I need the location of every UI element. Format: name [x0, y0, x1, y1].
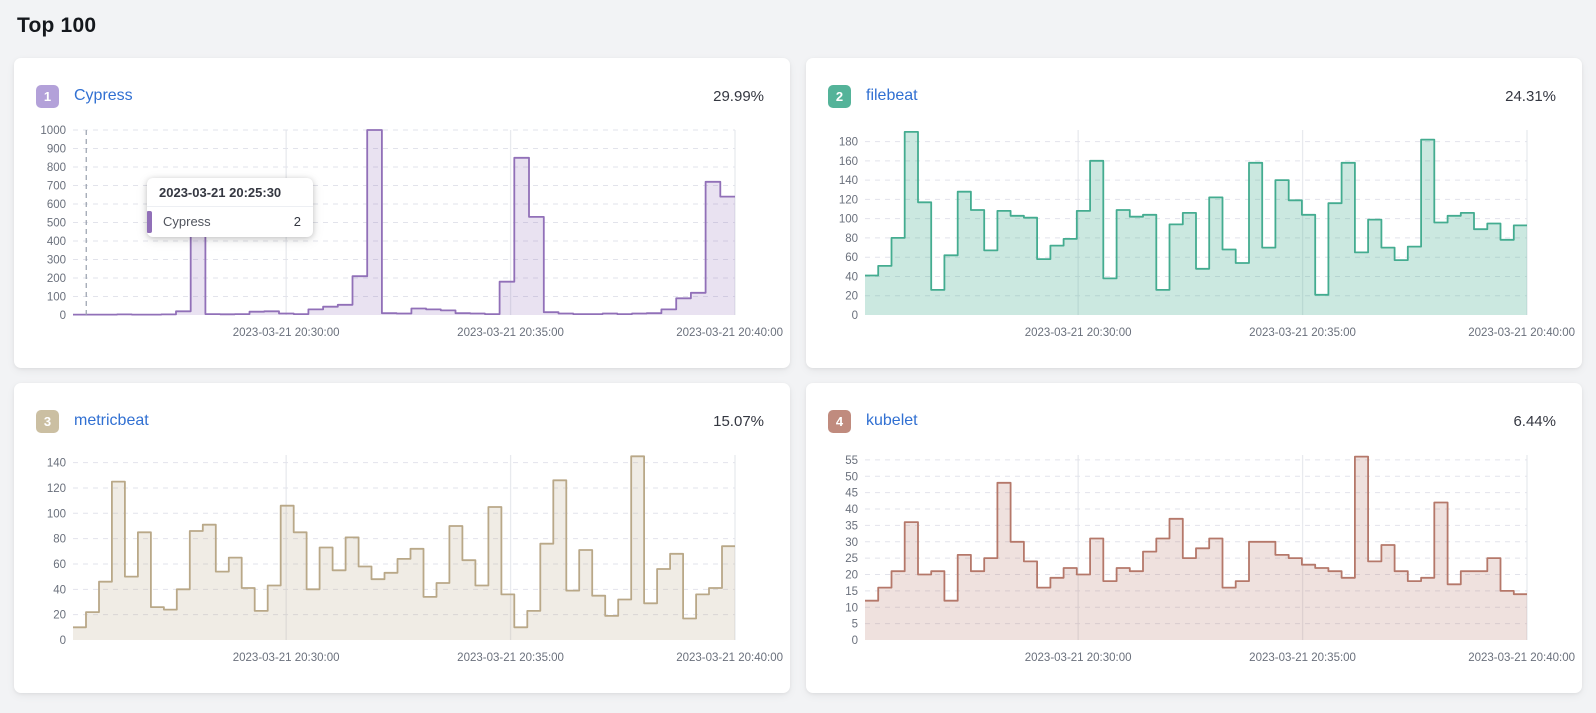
chart-card-metricbeat: 3 metricbeat 15.07% 2023-03-21 20:30:00 2… [14, 383, 790, 693]
chart-area-cypress[interactable]: 2023-03-21 20:30:00 2023-03-21 20:35:00 20… [14, 120, 790, 346]
svg-text:100: 100 [47, 292, 66, 304]
svg-text:45: 45 [845, 488, 858, 500]
chart-tooltip: 2023-03-21 20:25:30 Cypress 2 [147, 178, 313, 237]
svg-text:80: 80 [53, 534, 66, 546]
svg-text:180: 180 [839, 137, 858, 149]
svg-text:60: 60 [53, 559, 66, 571]
series-link-cypress[interactable]: Cypress [74, 87, 133, 104]
svg-text:140: 140 [47, 458, 66, 470]
tooltip-series-name: Cypress [163, 214, 211, 229]
svg-text:15: 15 [845, 586, 858, 598]
percent-value: 6.44% [1513, 412, 1556, 430]
svg-text:0: 0 [60, 635, 66, 647]
svg-text:50: 50 [845, 471, 858, 483]
svg-text:160: 160 [839, 156, 858, 168]
tooltip-series-value: 2 [293, 214, 301, 229]
step-area-chart-metricbeat[interactable]: 2023-03-21 20:30:00 2023-03-21 20:35:00 20… [14, 445, 790, 671]
rank-badge: 4 [828, 409, 851, 433]
svg-text:200: 200 [47, 273, 66, 285]
card-header: 1 Cypress 29.99% [14, 84, 790, 108]
step-area-chart-kubelet[interactable]: 2023-03-21 20:30:00 2023-03-21 20:35:00 20… [806, 445, 1582, 671]
percent-value: 24.31% [1505, 87, 1556, 105]
svg-text:80: 80 [845, 233, 858, 245]
percent-value: 15.07% [713, 412, 764, 430]
svg-text:140: 140 [839, 175, 858, 187]
series-color-swatch [147, 211, 152, 233]
percent-value: 29.99% [713, 87, 764, 105]
svg-text:1000: 1000 [40, 125, 66, 137]
svg-text:40: 40 [845, 271, 858, 283]
card-header: 3 metricbeat 15.07% [14, 409, 790, 433]
rank-badge: 2 [828, 84, 851, 108]
svg-text:20: 20 [53, 610, 66, 622]
chart-card-kubelet: 4 kubelet 6.44% 2023-03-21 20:30:00 2023-… [806, 383, 1582, 693]
svg-text:100: 100 [839, 214, 858, 226]
svg-text:120: 120 [47, 483, 66, 495]
chart-grid: 1 Cypress 29.99% 2023-03-21 20:30:00 2023… [14, 58, 1582, 693]
svg-text:40: 40 [53, 584, 66, 596]
svg-text:300: 300 [47, 255, 66, 267]
svg-text:100: 100 [47, 508, 66, 520]
svg-text:0: 0 [852, 310, 858, 322]
tooltip-timestamp: 2023-03-21 20:25:30 [147, 178, 313, 207]
svg-text:700: 700 [47, 181, 66, 193]
rank-badge: 3 [36, 409, 59, 433]
svg-text:0: 0 [60, 310, 66, 322]
svg-text:2023-03-21 20:35:00: 2023-03-21 20:35:00 [1249, 652, 1356, 664]
series-link-kubelet[interactable]: kubelet [866, 412, 918, 429]
svg-text:10: 10 [845, 602, 858, 614]
svg-text:2023-03-21 20:40:00: 2023-03-21 20:40:00 [676, 327, 783, 339]
svg-text:35: 35 [845, 520, 858, 532]
rank-badge: 1 [36, 84, 59, 108]
svg-text:2023-03-21 20:35:00: 2023-03-21 20:35:00 [1249, 327, 1356, 339]
svg-text:25: 25 [845, 553, 858, 565]
svg-text:30: 30 [845, 537, 858, 549]
svg-text:2023-03-21 20:35:00: 2023-03-21 20:35:00 [457, 652, 564, 664]
card-header: 2 filebeat 24.31% [806, 84, 1582, 108]
svg-text:900: 900 [47, 144, 66, 156]
svg-text:2023-03-21 20:30:00: 2023-03-21 20:30:00 [233, 652, 340, 664]
tooltip-series-row: Cypress 2 [147, 207, 313, 237]
svg-text:400: 400 [47, 236, 66, 248]
svg-text:55: 55 [845, 455, 858, 467]
svg-text:800: 800 [47, 162, 66, 174]
svg-text:2023-03-21 20:40:00: 2023-03-21 20:40:00 [1468, 652, 1575, 664]
chart-area-metricbeat[interactable]: 2023-03-21 20:30:00 2023-03-21 20:35:00 20… [14, 445, 790, 671]
svg-text:0: 0 [852, 635, 858, 647]
svg-text:2023-03-21 20:40:00: 2023-03-21 20:40:00 [1468, 327, 1575, 339]
chart-area-filebeat[interactable]: 2023-03-21 20:30:00 2023-03-21 20:35:00 20… [806, 120, 1582, 346]
svg-text:2023-03-21 20:35:00: 2023-03-21 20:35:00 [457, 327, 564, 339]
svg-text:2023-03-21 20:30:00: 2023-03-21 20:30:00 [233, 327, 340, 339]
chart-card-cypress: 1 Cypress 29.99% 2023-03-21 20:30:00 2023… [14, 58, 790, 368]
step-area-chart-filebeat[interactable]: 2023-03-21 20:30:00 2023-03-21 20:35:00 20… [806, 120, 1582, 346]
chart-card-filebeat: 2 filebeat 24.31% 2023-03-21 20:30:00 202… [806, 58, 1582, 368]
chart-area-kubelet[interactable]: 2023-03-21 20:30:00 2023-03-21 20:35:00 20… [806, 445, 1582, 671]
card-header: 4 kubelet 6.44% [806, 409, 1582, 433]
svg-text:120: 120 [839, 194, 858, 206]
svg-text:20: 20 [845, 291, 858, 303]
svg-text:5: 5 [852, 619, 858, 631]
page-title: Top 100 [17, 14, 97, 37]
svg-text:2023-03-21 20:30:00: 2023-03-21 20:30:00 [1025, 327, 1132, 339]
series-link-metricbeat[interactable]: metricbeat [74, 412, 149, 429]
svg-text:60: 60 [845, 252, 858, 264]
svg-text:500: 500 [47, 218, 66, 230]
svg-text:600: 600 [47, 199, 66, 211]
svg-text:2023-03-21 20:40:00: 2023-03-21 20:40:00 [676, 652, 783, 664]
series-link-filebeat[interactable]: filebeat [866, 87, 918, 104]
svg-text:2023-03-21 20:30:00: 2023-03-21 20:30:00 [1025, 652, 1132, 664]
svg-text:20: 20 [845, 570, 858, 582]
step-area-chart-cypress[interactable]: 2023-03-21 20:30:00 2023-03-21 20:35:00 20… [14, 120, 790, 346]
svg-text:40: 40 [845, 504, 858, 516]
